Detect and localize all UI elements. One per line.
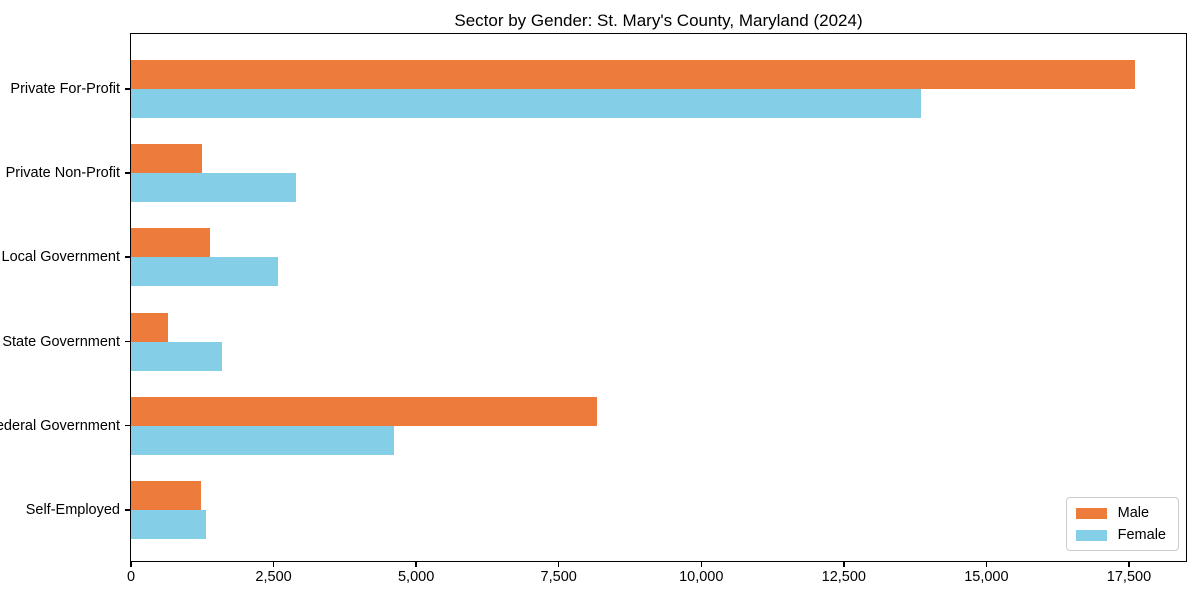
y-axis-tick <box>125 509 130 511</box>
bar-female-5 <box>131 510 207 539</box>
y-axis-tick <box>125 340 130 343</box>
legend-label-male: Male <box>1117 505 1150 521</box>
x-tick-label-1: 2,500 <box>255 569 292 585</box>
x-axis-tick <box>272 562 275 567</box>
bar-male-2 <box>131 228 210 258</box>
bar-male-3 <box>131 312 168 342</box>
bar-female-1 <box>131 173 296 203</box>
y-tick-label-2: Local Government <box>1 249 120 266</box>
x-axis-tick <box>557 562 560 567</box>
plot-area: Male Female Private For-Profit Private No… <box>0 33 1187 585</box>
bar-female-3 <box>131 341 222 371</box>
legend-swatch-male <box>1075 507 1107 519</box>
x-tick-label-0: 0 <box>126 569 136 585</box>
y-axis-tick <box>125 172 130 174</box>
bar-male-1 <box>131 144 203 174</box>
bar-female-2 <box>131 257 279 287</box>
x-tick-label-4: 10,000 <box>679 569 724 585</box>
bar-male-4 <box>131 396 597 426</box>
x-axis-tick <box>700 562 703 567</box>
x-tick-label-5: 12,500 <box>821 569 867 585</box>
x-axis-tick <box>1128 562 1130 567</box>
bar-male-5 <box>131 481 202 510</box>
legend-item-female: Female <box>1075 527 1166 543</box>
bar-male-0 <box>131 60 1135 89</box>
y-tick-label-0: Private For-Profit <box>10 81 120 97</box>
x-axis-tick <box>843 562 845 567</box>
x-tick-label-7: 17,500 <box>1106 569 1152 585</box>
x-tick-label-3: 7,500 <box>540 569 577 585</box>
y-axis-tick <box>125 88 130 90</box>
y-axis-tick <box>125 256 130 258</box>
bar-female-4 <box>131 425 394 455</box>
x-axis-tick <box>985 562 988 567</box>
chart-title: Sector by Gender: St. Mary's County, Mar… <box>454 11 863 30</box>
x-tick-label-6: 15,000 <box>964 569 1009 585</box>
y-tick-label-5: Self-Employed <box>25 502 120 518</box>
y-tick-label-1: Private Non-Profit <box>5 165 120 182</box>
legend-label-female: Female <box>1117 527 1166 543</box>
bar-female-0 <box>131 89 921 118</box>
x-tick-label-2: 5,000 <box>397 569 435 585</box>
legend-swatch-female <box>1075 529 1107 541</box>
legend-item-male: Male <box>1075 505 1166 521</box>
x-axis-tick <box>130 562 132 567</box>
legend: Male Female <box>1065 497 1179 551</box>
y-tick-label-3: State Government <box>2 333 120 350</box>
y-tick-label-4: Federal Government <box>0 417 120 434</box>
y-axis-tick <box>125 424 130 427</box>
x-axis-tick <box>415 562 417 567</box>
